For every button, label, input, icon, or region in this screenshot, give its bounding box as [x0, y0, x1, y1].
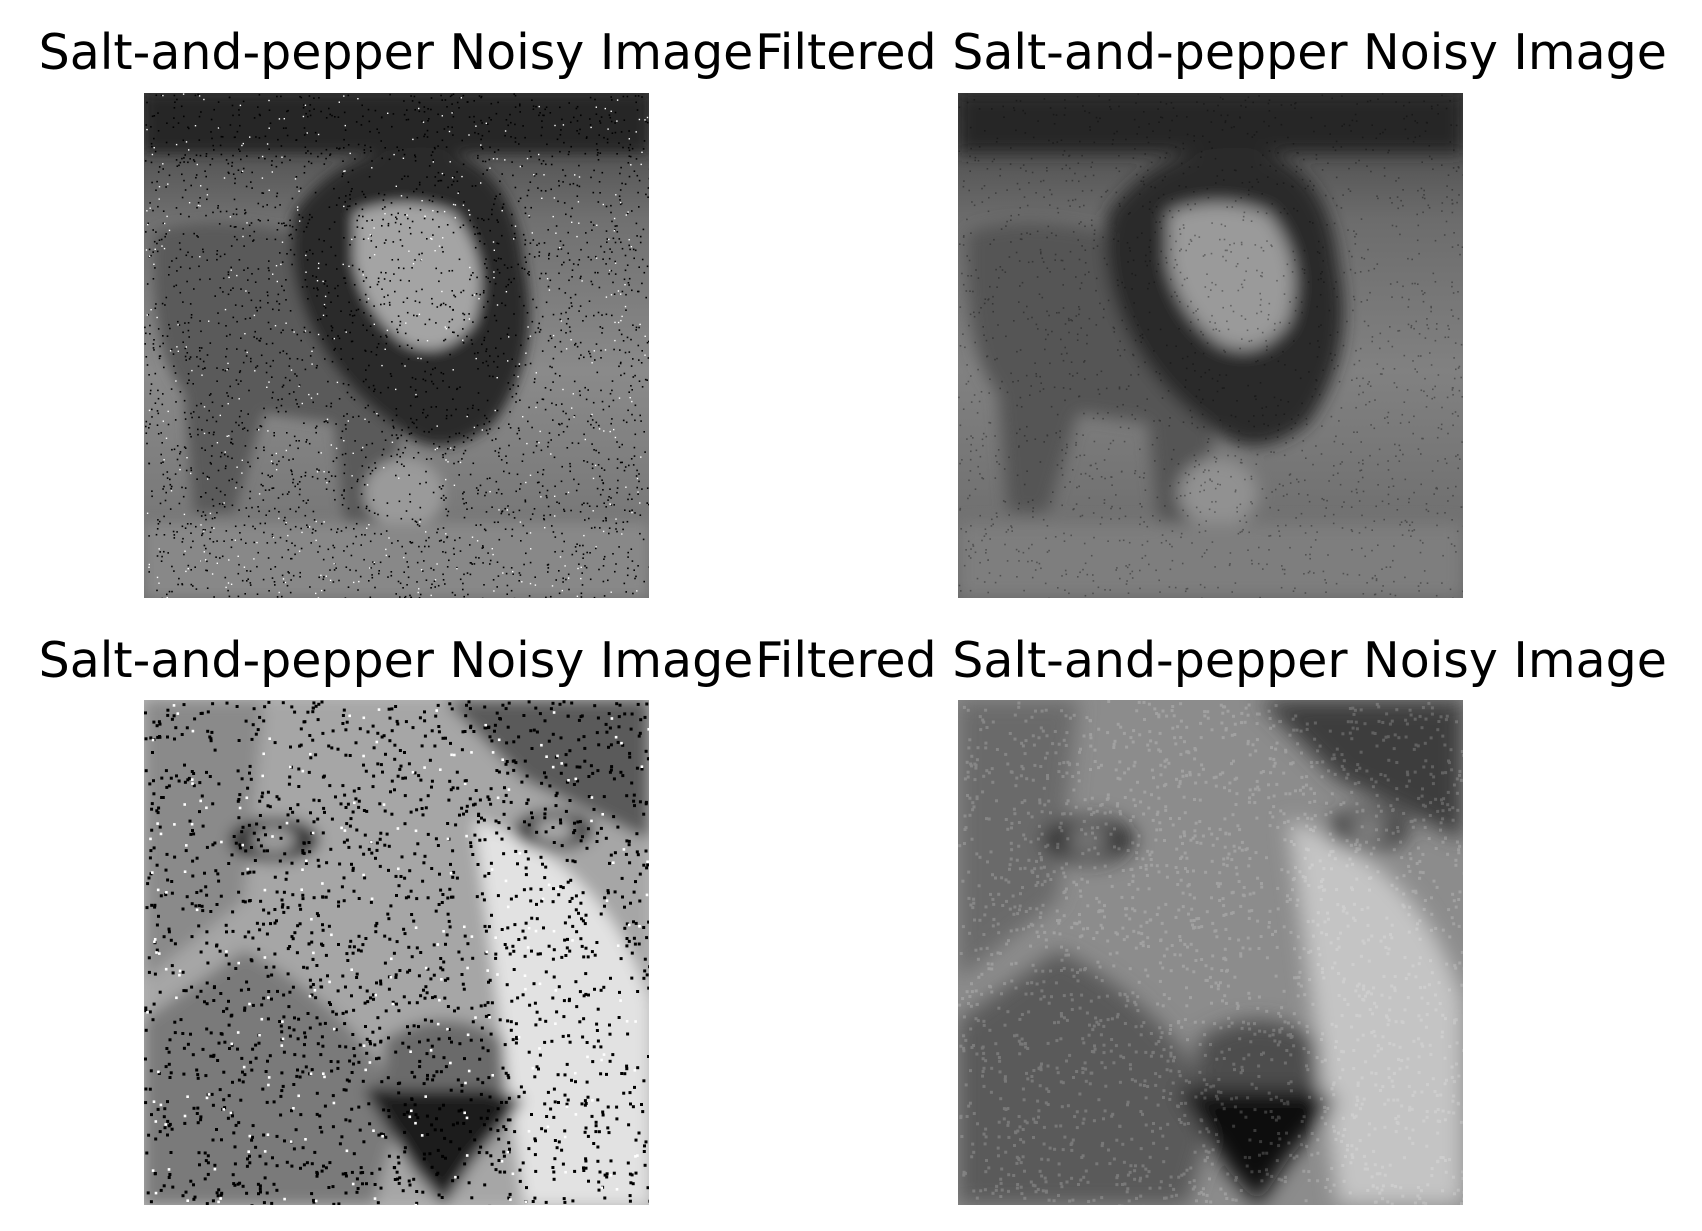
lion-face-filtered-svg [958, 700, 1463, 1205]
panel-title-noisy-face: Salt-and-pepper Noisy Image [38, 632, 754, 689]
lion-face-noisy-svg [144, 700, 649, 1205]
filtered-face-image [958, 700, 1463, 1205]
panel-title-noisy-full: Salt-and-pepper Noisy Image [38, 24, 754, 81]
panel-title-filtered-face: Filtered Salt-and-pepper Noisy Image [755, 632, 1667, 689]
lion-full-filtered-svg [958, 93, 1463, 598]
noisy-full-lion-image [144, 93, 649, 598]
noisy-face-image [144, 700, 649, 1205]
panel-title-filtered-full: Filtered Salt-and-pepper Noisy Image [755, 24, 1667, 81]
noise-dots [144, 93, 649, 598]
lion-full-noisy-svg [144, 93, 649, 598]
filtered-full-lion-image [958, 93, 1463, 598]
